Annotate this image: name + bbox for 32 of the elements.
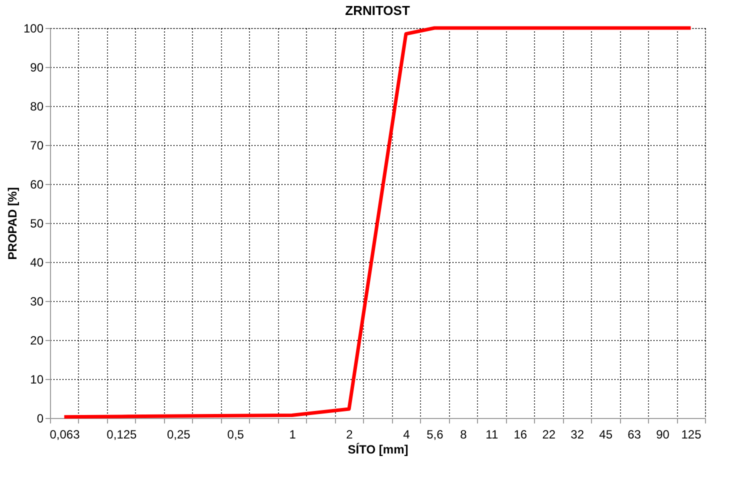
x-tick-label: 90	[656, 428, 670, 442]
x-tick-label: 125	[681, 428, 702, 442]
x-tick-label: 32	[570, 428, 584, 442]
y-axis-title: PROPAD [%]	[5, 187, 20, 260]
y-tick-label: 10	[30, 372, 44, 386]
y-tick-label: 20	[30, 334, 44, 348]
y-tick-label: 0	[36, 412, 44, 426]
x-tick-label: 0,063	[50, 428, 80, 442]
x-tick-label: 16	[514, 428, 528, 442]
x-tick-label: 8	[460, 428, 468, 442]
line-series	[62, 26, 693, 419]
x-tick-label: 0,25	[166, 428, 191, 442]
x-tick-label: 0,5	[227, 428, 244, 442]
y-tick-label: 30	[30, 294, 44, 308]
x-tick-label: 5,6	[426, 428, 444, 442]
y-tick-label: 50	[30, 216, 44, 230]
y-tick-label: 80	[30, 100, 44, 114]
y-tick-label: 70	[30, 138, 44, 152]
x-tick-label: 1	[289, 428, 296, 442]
y-tick-label: 100	[23, 22, 44, 36]
x-tick-label: 22	[542, 428, 556, 442]
y-tick-label: 40	[30, 256, 44, 270]
y-tick-label: 90	[30, 60, 44, 74]
x-tick-label: 0,125	[106, 428, 138, 442]
x-tick-label: 45	[599, 428, 613, 442]
x-tick-label: 63	[628, 428, 642, 442]
y-tick-label: 60	[30, 178, 44, 192]
x-tick-label: 4	[403, 428, 410, 442]
chart-title: ZRNITOST	[345, 3, 410, 18]
x-tick-label: 2	[346, 428, 354, 442]
x-tick-label: 11	[486, 428, 498, 442]
x-axis-title: SÍTO [mm]	[348, 442, 408, 456]
